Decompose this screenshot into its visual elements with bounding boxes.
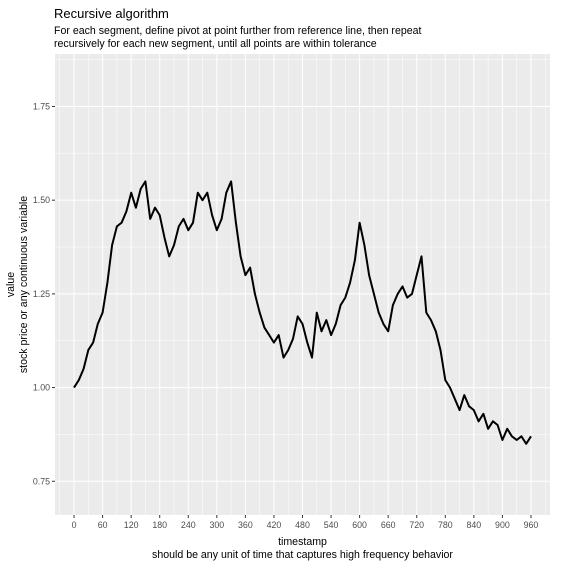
x-tick-label: 540 [324, 520, 339, 530]
chart-subtitle-line-1: For each segment, define pivot at point … [54, 25, 422, 37]
x-tick-label: 60 [98, 520, 108, 530]
series-line [73, 180, 532, 445]
x-tick-label: 120 [124, 520, 139, 530]
y-tick-label: 1.75 [33, 101, 50, 111]
y-tick-label: 1.00 [33, 383, 50, 393]
x-tick-label: 240 [181, 520, 196, 530]
x-tick-label: 360 [238, 520, 253, 530]
x-tick-label: 0 [72, 520, 77, 530]
x-tick-label: 300 [209, 520, 224, 530]
x-axis-subtitle: should be any unit of time that captures… [152, 549, 453, 561]
x-tick-label: 600 [352, 520, 367, 530]
x-tick-label: 660 [381, 520, 396, 530]
y-tick-label: 1.25 [33, 289, 50, 299]
y-axis-title: value [5, 272, 17, 297]
x-tick-label: 840 [467, 520, 482, 530]
x-tick-label: 960 [524, 520, 539, 530]
x-tick-label: 480 [295, 520, 310, 530]
x-axis: 0 60 120 180 240 300 360 420 480 540 600 660 720 780 8… [72, 515, 539, 530]
x-tick-label: 900 [495, 520, 510, 530]
y-tick-label: 0.75 [33, 476, 50, 486]
y-axis: 0.75 1.00 1.25 1.50 1.75 [33, 101, 55, 486]
x-tick-label: 180 [152, 520, 167, 530]
x-tick-label: 780 [438, 520, 453, 530]
x-axis-title: timestamp [278, 536, 327, 548]
chart-subtitle-line-2: recursively for each new segment, until … [54, 38, 377, 50]
y-tick-label: 1.50 [33, 195, 50, 205]
chart-title: Recursive algorithm [54, 6, 169, 21]
x-tick-label: 420 [267, 520, 282, 530]
y-axis-subtitle: stock price or any continuous variable [18, 196, 30, 373]
x-tick-label: 720 [409, 520, 424, 530]
